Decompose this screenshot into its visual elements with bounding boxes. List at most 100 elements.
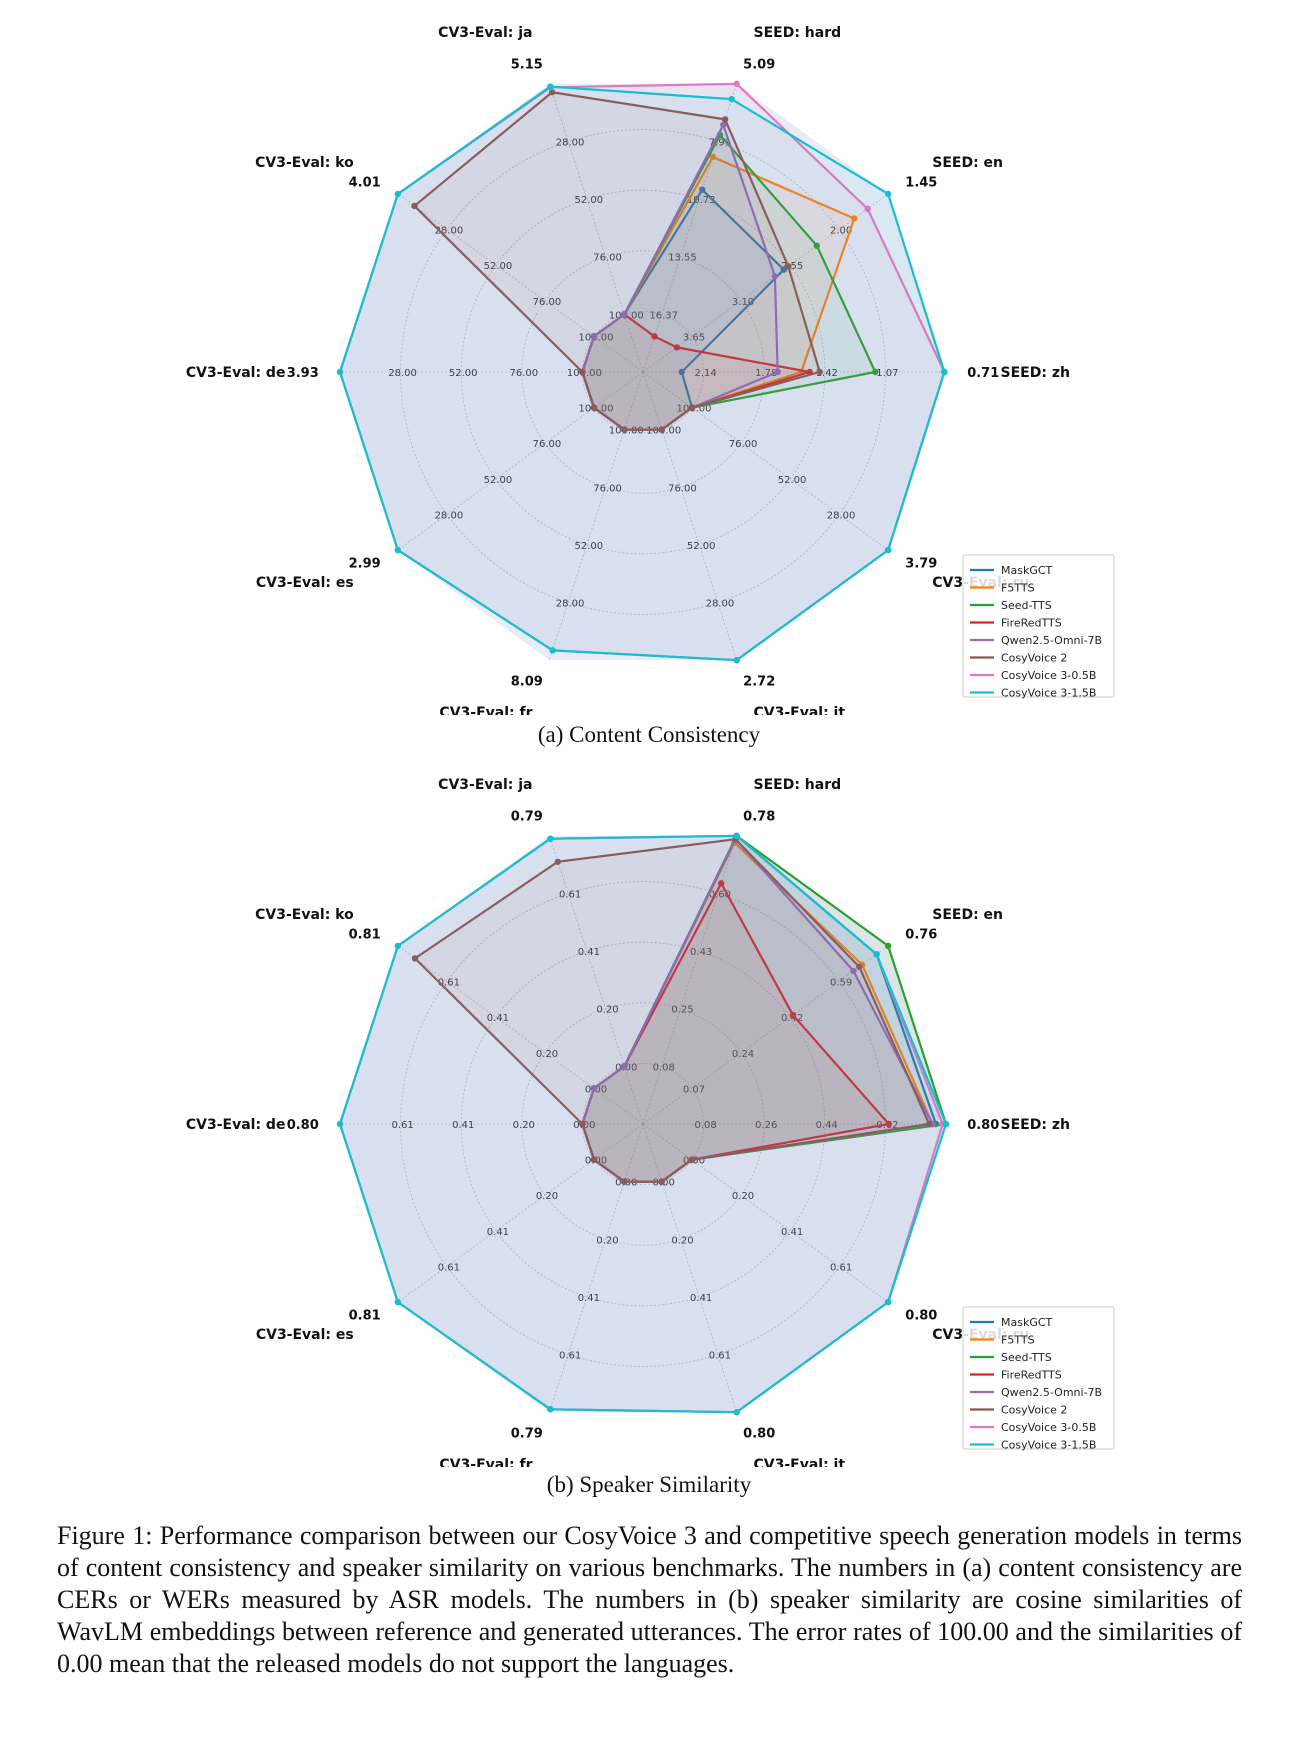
axis-tick-label: 0.42 [781,1013,803,1024]
axis-spoke [397,193,644,373]
series-point-seed-tts [872,368,879,376]
series-point-fireredtts [651,333,658,340]
axis-category-label: SEED: hard [753,25,841,41]
series-point-cosyvoice-2 [721,116,729,123]
series-point-cosyvoice-2 [658,1178,665,1185]
axis-tick-label: 52.00 [778,475,807,486]
axis-spoke [397,945,644,1125]
axis-tick-label: 3.65 [683,332,705,343]
series-point-qwen2-5-omni-7b [774,368,781,376]
legend-entry: Seed-TTS [1001,1351,1052,1364]
legend-entry: CosyVoice 3-0.5B [1001,669,1096,682]
series-point-cosyvoice-2 [856,963,863,971]
axis-tick-label: 76.00 [533,297,562,308]
series-point-cosyvoice-3-1-5b [394,546,402,554]
series-point-cosyvoice-3-1-5b [873,951,880,958]
legend-entry: F5TTS [1001,1334,1035,1347]
series-point-qwen2-5-omni-7b [590,333,598,340]
axis-category-label: SEED: zh [1001,365,1070,381]
axis-tick-label: 0.20 [596,1005,618,1016]
axis-tick-label: 0.41 [690,1293,712,1304]
legend-entry: MaskGCT [1001,564,1053,577]
axis-tick-label: 0.60 [709,889,731,900]
axis-tick-label: 76.00 [729,439,758,450]
axis-category-label: CV3-Eval: ko [255,907,354,923]
axis-category-label: CV3-Eval: ja [438,777,532,793]
series-point-cosyvoice-2 [658,426,665,433]
grid-ring [400,129,886,615]
axis-tick-label: 0.20 [671,1235,693,1246]
series-point-cosyvoice-2 [816,368,823,376]
series-point-cosyvoice-2 [590,1156,598,1163]
axis-category-label: CV3-Eval: it [753,1457,845,1467]
series-point-cosyvoice-2 [688,1156,696,1163]
best-value-label: 0.81 [349,927,381,942]
best-value-label: 0.79 [511,1426,543,1441]
series-point-cosyvoice-2 [785,263,792,270]
legend-box [962,1306,1115,1450]
legend-entry: CosyVoice 2 [1001,652,1067,665]
axis-tick-label: 0.20 [513,1120,535,1131]
axis-tick-label: 0.41 [487,1227,509,1238]
best-value-label: 5.15 [511,58,543,73]
best-value-label: 0.80 [905,1309,937,1324]
legend-entry: CosyVoice 2 [1001,1404,1067,1417]
legend-entry: F5TTS [1001,582,1035,595]
series-point-cosyvoice-2 [621,1178,628,1185]
series-point-fireredtts [673,344,681,351]
legend-entry: FireRedTTS [1001,1369,1062,1382]
series-point-cosyvoice-3-1-5b [733,1408,740,1416]
axis-tick-label: 10.73 [687,195,716,206]
series-point-cosyvoice-2 [548,89,556,96]
series-point-qwen2-5-omni-7b [771,272,779,280]
axis-spoke [548,1123,644,1413]
axis-tick-label: 0.41 [578,947,600,958]
figure-caption: Figure 1: Performance comparison between… [57,1521,1242,1678]
series-point-cosyvoice-3-1-5b [884,1298,892,1306]
series-point-cosyvoice-3-1-5b [733,656,740,664]
best-value-label: 1.45 [905,175,937,190]
axis-tick-label: 28.00 [388,368,417,379]
axis-tick-label: 0.61 [438,978,460,989]
series-point-fireredtts [789,1011,797,1019]
best-value-label: 4.01 [349,175,381,190]
axis-tick-label: 28.00 [706,599,735,610]
axis-category-label: CV3-Eval: de [186,1117,286,1133]
axis-tick-label: 1.42 [816,368,838,379]
axis-tick-label: 0.61 [438,1262,460,1273]
axis-tick-label: 0.07 [683,1084,705,1095]
series-point-maskgct [678,368,685,376]
series-point-cosyvoice-3-1-5b [336,368,344,376]
legend-entry: CosyVoice 3-0.5B [1001,1421,1096,1434]
axis-tick-label: 2.14 [694,368,716,379]
legend-entry: MaskGCT [1001,1316,1053,1329]
series-point-cosyvoice-2 [621,426,628,433]
series-point-seed-tts [884,942,892,950]
axis-tick-label: 0.41 [487,1013,509,1024]
legend-entry: CosyVoice 3-1.5B [1001,1439,1096,1452]
axis-tick-label: 0.61 [391,1120,413,1131]
axis-spoke [642,193,889,373]
axis-tick-label: 76.00 [509,368,538,379]
axis-tick-label: 28.00 [435,226,464,237]
series-point-cosyvoice-3-1-5b [547,83,554,90]
best-value-label: 2.99 [349,557,381,572]
axis-tick-label: 7.91 [709,137,731,148]
series-line-cosyvoice-3-1-5b [338,85,946,662]
axis-category-label: CV3-Eval: it [753,705,845,715]
series-point-cosyvoice-3-1-5b [547,835,554,842]
axis-category-label: SEED: en [932,155,1003,171]
series-point-cosyvoice-3-0-5b [733,80,740,88]
axis-tick-label: 52.00 [575,195,604,206]
axis-tick-label: 0.20 [536,1049,558,1060]
axis-tick-label: 0.08 [653,1062,675,1073]
series-point-cosyvoice-2 [411,955,419,962]
legend-entry: FireRedTTS [1001,617,1062,630]
axis-category-label: CV3-Eval: es [256,1327,354,1343]
axis-tick-label: 2.55 [781,261,803,272]
axis-tick-label: 28.00 [556,599,585,610]
axis-tick-label: 2.00 [830,226,852,237]
axis-tick-label: 0.59 [830,978,852,989]
speaker-similarity-caption: (b) Speaker Similarity [546,1472,752,1497]
series-point-cosyvoice-2 [590,404,598,411]
